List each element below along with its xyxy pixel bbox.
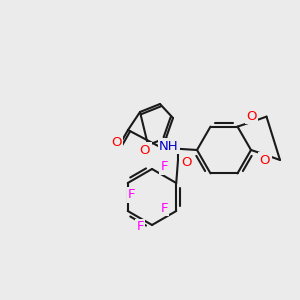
Text: F: F	[160, 202, 168, 214]
Text: O: O	[111, 136, 121, 148]
Text: F: F	[160, 160, 168, 173]
Text: F: F	[136, 220, 144, 233]
Text: NH: NH	[159, 140, 179, 152]
Text: O: O	[260, 154, 270, 166]
Text: O: O	[140, 143, 150, 157]
Text: O: O	[246, 110, 257, 123]
Text: F: F	[128, 188, 136, 202]
Text: O: O	[181, 157, 191, 169]
